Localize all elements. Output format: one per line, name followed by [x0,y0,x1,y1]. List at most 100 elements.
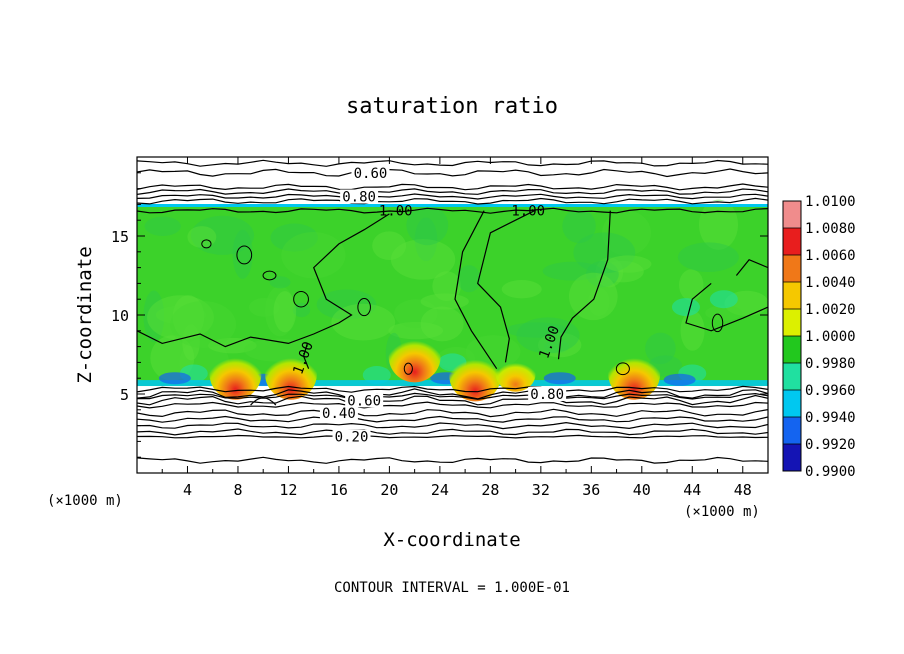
contour-line [137,183,768,191]
cloud-texture-blob [516,317,580,354]
cloud-base-blue-patch [543,372,576,385]
contour-line [137,159,768,167]
cloud-teal-patch [362,366,391,385]
cloud-texture-blob [501,280,542,299]
hot-spot [495,355,536,392]
y-tick-label: 15 [111,228,129,246]
cloud-top-edge [137,200,768,207]
x-tick-label: 40 [633,481,651,499]
cloud-texture-blob [542,261,602,281]
contour-label-bg [528,387,567,401]
contour-line [137,385,768,393]
cloud-texture-blob [170,300,237,348]
x-tick-label: 4 [183,481,192,499]
contour-label: 1.00 [511,204,545,220]
hot-spot [209,347,262,400]
cloud-texture-blob [601,260,644,283]
cloud-texture-blob [698,199,739,250]
contour-loop [262,270,277,281]
cloud-base-blue-patch [663,373,696,386]
interior-contours [137,210,768,376]
contour-loop [711,313,724,333]
cloud-texture-blob [248,297,280,317]
contour-loop [201,239,212,249]
x-tick-label: 8 [233,481,242,499]
cloud-texture-blob [273,291,297,333]
contour-line [137,207,768,214]
cloud-texture-blob [420,306,464,342]
x-unit-right: (×1000 m) [684,504,760,520]
colorbar-segment [783,201,801,229]
contour-line [137,421,768,430]
cloud-texture-blob [568,272,618,321]
contour-label: 1.00 [379,204,413,220]
cloud-texture-blob [420,293,469,310]
cloud-texture-blob [605,255,652,273]
contour-line [137,394,768,406]
cloud-texture-blob [281,232,346,279]
cloud-texture-blob [679,269,704,301]
x-tick-label: 20 [380,481,398,499]
colorbar-segment [783,444,801,472]
contour-loop [293,290,309,308]
x-tick-label: 12 [279,481,297,499]
interior-contour-line [557,210,611,360]
x-tick-label: 16 [330,481,348,499]
contour-line [137,408,768,418]
contour-loop [357,298,371,317]
colorbar: 1.0100 1.0080 1.0060 1.0040 1.0020 1.0000 0.99… [782,194,856,480]
cloud-texture-blob [172,295,205,339]
contour-line [137,188,768,196]
chart-title: saturation ratio [346,94,558,119]
colorbar-segment [783,417,801,445]
y-tick-label: 5 [120,386,129,404]
cloud-base-blue-patch [158,372,191,385]
x-tick-label: 32 [532,481,550,499]
cloud-texture-blob [457,265,481,293]
x-tick-label: 44 [683,481,701,499]
hot-spot [449,349,502,402]
cloud-texture-blob [414,217,438,262]
interior-contour-line [454,210,498,370]
colorbar-tick-label: 1.0080 [805,221,856,237]
colorbar-tick-label: 0.9940 [805,410,856,426]
colorbar-segment [783,228,801,256]
cloud-texture-blob [182,324,200,361]
cloud-texture-blob [144,216,181,236]
y-axis-label: Z-coordinate [74,246,96,383]
cloud-texture-blob [505,322,568,338]
contour-label: 0.20 [335,430,369,446]
contour-label: 0.80 [342,190,376,206]
contour-loop [403,362,413,375]
cloud-texture-blob [269,276,291,289]
contour-label: 0.80 [530,387,564,403]
contour-line [137,168,768,178]
colorbar-tick-label: 0.9960 [805,383,856,399]
colorbar-tick-label: 1.0040 [805,275,856,291]
hot-spot [388,330,441,383]
y-axis-ticks: 5 10 15 [111,172,768,458]
cloud-texture-blob [270,223,318,252]
contour-line [137,388,768,400]
cloud-teal-patch [709,290,738,309]
hot-spot [264,347,317,400]
contour-label-bg [340,189,379,204]
hot-spot [608,347,661,400]
interior-contour-line [477,210,535,363]
cloud-texture-blob [595,257,624,288]
cloud-texture-blob [265,286,295,337]
contour-loop [615,362,630,376]
cloud-texture-blob [190,215,255,255]
x-unit-left: (×1000 m) [47,493,123,509]
contour-label-bg [332,429,371,444]
colorbar-tick-label: 0.9980 [805,356,856,372]
cloud-texture-blob [406,205,449,246]
cloud-texture-blob [187,226,217,248]
contour-line [137,428,768,436]
x-tick-label: 24 [431,481,449,499]
interior-contour-line [685,282,768,332]
contour-lines [137,159,768,464]
colorbar-segment [783,336,801,364]
contour-line [137,415,768,423]
cloud-texture-blob [316,289,377,320]
